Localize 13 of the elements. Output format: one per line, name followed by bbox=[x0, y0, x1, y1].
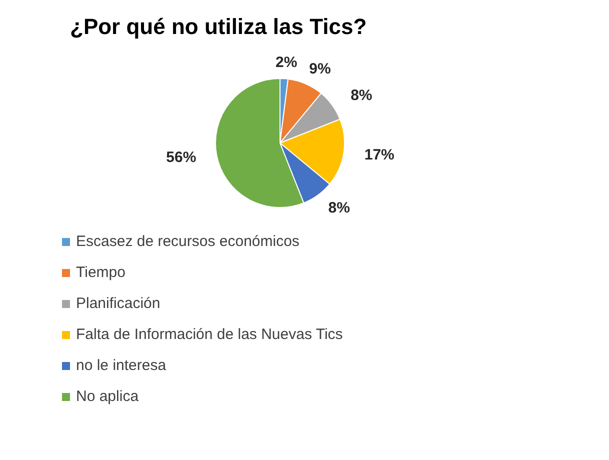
legend-label: Escasez de recursos económicos bbox=[76, 233, 300, 250]
data-label: 2% bbox=[275, 54, 298, 71]
legend-label: no le interesa bbox=[76, 357, 166, 374]
chart-title: ¿Por qué no utiliza las Tics? bbox=[70, 14, 367, 40]
data-label: 56% bbox=[166, 149, 196, 166]
data-label: 8% bbox=[350, 86, 372, 104]
legend-label: Falta de Información de las Nuevas Tics bbox=[76, 326, 343, 343]
legend-label: Tiempo bbox=[76, 264, 126, 281]
legend-label: Planificación bbox=[76, 295, 160, 312]
data-label: 9% bbox=[309, 60, 331, 78]
data-label: 8% bbox=[328, 199, 350, 216]
data-label: 17% bbox=[364, 146, 394, 164]
legend-label: No aplica bbox=[76, 388, 139, 405]
